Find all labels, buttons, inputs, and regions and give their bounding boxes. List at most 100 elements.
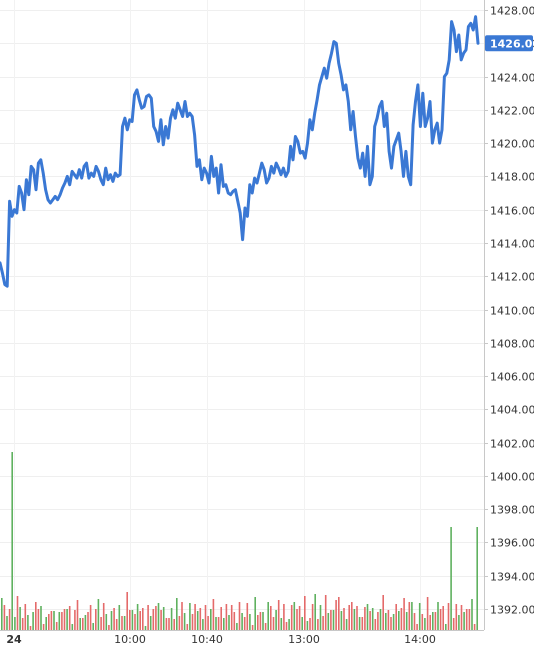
price-tick-label: 1414.00 [490, 238, 534, 251]
price-tick-label: 1412.00 [490, 271, 534, 284]
volume-bar [324, 595, 327, 630]
volume-bar [418, 603, 421, 630]
last-price-label: 1426.00 [490, 37, 534, 50]
volume-bar [236, 623, 238, 630]
volume-bar [223, 618, 225, 630]
price-tick-label: 1396.00 [490, 537, 534, 550]
volume-bar [35, 602, 37, 630]
volume-bar [42, 624, 45, 630]
volume-bar [272, 617, 275, 630]
price-tick-label: 1420.00 [490, 138, 534, 151]
price-tick-label: 1392.00 [490, 604, 534, 617]
volume-bar [338, 597, 340, 630]
volume-bar [19, 607, 21, 630]
volume-bar [191, 614, 194, 630]
volume-bar [366, 604, 369, 630]
volume-bar [379, 609, 382, 630]
volume-bar [155, 606, 157, 630]
volume-bar [74, 610, 76, 630]
time-axis-ticks: 24 10:00 10:40 13:00 14:00 [6, 633, 436, 646]
volume-bar [225, 604, 228, 630]
volume-bar [385, 613, 387, 630]
volume-bar [21, 618, 24, 630]
volume-bar [181, 602, 183, 630]
volume-bar [455, 604, 458, 630]
volume-bar [134, 614, 136, 630]
volume-bar [335, 600, 337, 630]
volume-bar [170, 608, 173, 630]
volume-bar [48, 614, 50, 630]
volume-bar [207, 616, 209, 630]
volume-bar [416, 624, 418, 630]
volume-bar [29, 626, 32, 630]
grid-lines [0, 0, 484, 630]
volume-bar [426, 597, 429, 630]
price-tick-label: 1406.00 [490, 371, 534, 384]
volume-bar [92, 623, 94, 630]
volume-bar [40, 606, 42, 630]
volume-bar [68, 606, 71, 630]
volume-bar [105, 614, 108, 630]
price-tick-label: 1408.00 [490, 338, 534, 351]
volume-bar [434, 612, 437, 630]
volume-bar [210, 609, 212, 630]
volume-bar [102, 603, 105, 630]
volume-bar [374, 619, 377, 630]
volume-bar [194, 604, 196, 630]
volume-bar [293, 602, 296, 630]
volume-bar [3, 605, 6, 630]
volume-bar [37, 609, 40, 630]
volume-bar [439, 609, 442, 630]
volume-bar [458, 615, 460, 630]
volume-bar [27, 615, 29, 630]
volume-bar [353, 609, 356, 630]
volume-bar [405, 612, 408, 630]
volume-bar [84, 615, 87, 630]
time-tick-label: 10:00 [114, 633, 146, 646]
volume-bar [304, 596, 306, 630]
volume-bar [126, 592, 128, 630]
volume-bar [230, 605, 233, 630]
volume-bar [196, 611, 199, 630]
volume-bar [233, 612, 236, 630]
volume-bar [437, 602, 439, 630]
volume-bar [369, 611, 371, 630]
volume-bar [348, 605, 350, 630]
volume-bar [270, 606, 272, 630]
volume-bar [79, 618, 81, 630]
volume-bar [317, 619, 319, 630]
volume-bar [408, 602, 411, 630]
price-tick-label: 1418.00 [490, 171, 534, 184]
volume-bar [199, 608, 202, 630]
volume-bar [327, 613, 330, 630]
volume-bar [309, 618, 311, 630]
volume-bar [361, 617, 364, 630]
price-tick-label: 1404.00 [490, 404, 534, 417]
volume-bar [413, 613, 416, 630]
volume-bar [432, 612, 434, 630]
volume-bar [157, 603, 160, 630]
volume-bar [390, 617, 392, 630]
volume-bar [358, 617, 361, 630]
volume-bar [202, 619, 204, 630]
volume-bar [351, 602, 353, 630]
volume-bar [473, 624, 476, 630]
volume-bar [32, 612, 34, 630]
volume-bar [364, 607, 366, 630]
volume-bar [165, 618, 168, 630]
volume-bar [241, 613, 243, 630]
volume-bar [471, 599, 473, 630]
volume-bar [204, 605, 207, 630]
volume-bar [16, 596, 19, 630]
volume-bar [311, 604, 314, 630]
volume-bar [58, 612, 61, 630]
volume-bar [371, 608, 374, 630]
time-tick-label: 24 [6, 633, 22, 646]
price-tick-label: 1410.00 [490, 305, 534, 318]
volume-bar [76, 600, 79, 630]
volume-bar [264, 623, 267, 630]
volume-bar [340, 611, 343, 630]
volume-bar [332, 610, 335, 630]
volume-bar [238, 602, 241, 630]
price-axis-ticks: 1428.00 1426.00 1424.00 1422.00 1420.00 1418.… [484, 5, 534, 617]
